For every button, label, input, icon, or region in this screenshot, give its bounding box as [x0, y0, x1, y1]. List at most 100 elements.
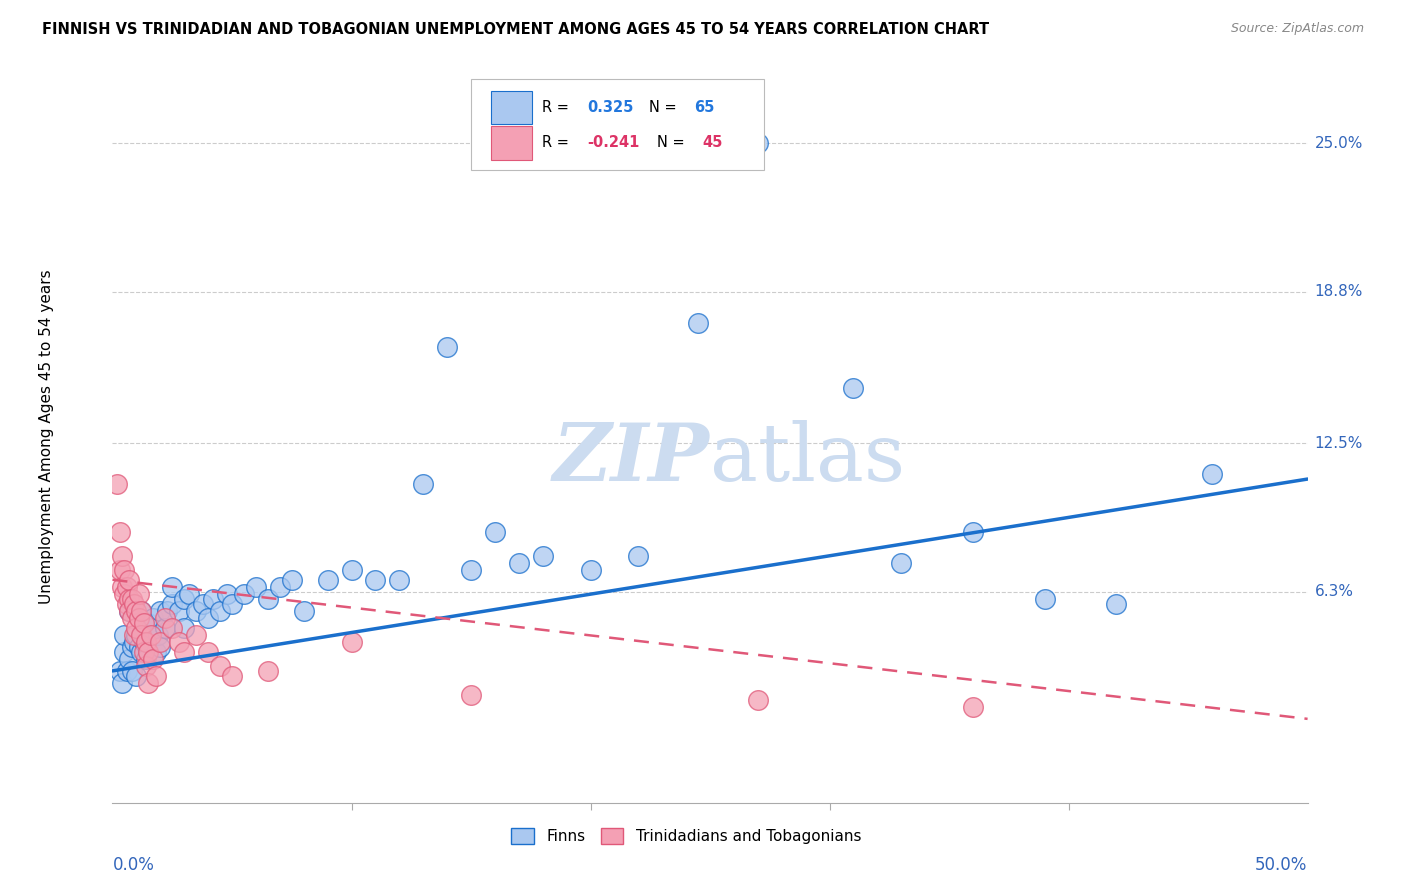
- Point: [125, 621, 148, 635]
- Point: [316, 573, 339, 587]
- Point: [153, 621, 176, 635]
- Point: [197, 611, 219, 625]
- Point: [193, 597, 215, 611]
- Point: [132, 635, 155, 649]
- Point: [173, 591, 195, 606]
- Point: [135, 652, 157, 666]
- Point: [364, 573, 387, 587]
- Text: N =: N =: [658, 136, 690, 151]
- Text: 0.325: 0.325: [586, 100, 633, 115]
- FancyBboxPatch shape: [491, 126, 531, 160]
- Point: [221, 597, 243, 611]
- Text: 25.0%: 25.0%: [1315, 136, 1364, 151]
- Point: [139, 621, 162, 635]
- Point: [1105, 597, 1128, 611]
- Point: [962, 524, 984, 539]
- Point: [269, 580, 291, 594]
- Point: [132, 645, 155, 659]
- Point: [108, 563, 131, 577]
- Point: [153, 611, 176, 625]
- Point: [111, 549, 134, 563]
- Point: [118, 573, 141, 587]
- Point: [1201, 467, 1223, 482]
- Point: [129, 645, 152, 659]
- Point: [162, 621, 183, 635]
- Point: [135, 659, 157, 673]
- Point: [122, 597, 145, 611]
- Point: [145, 645, 167, 659]
- Point: [162, 597, 183, 611]
- Text: 0.0%: 0.0%: [112, 855, 155, 873]
- Point: [412, 476, 434, 491]
- Point: [579, 563, 602, 577]
- Point: [149, 604, 172, 618]
- Point: [115, 664, 138, 678]
- Point: [747, 692, 769, 706]
- Point: [115, 597, 138, 611]
- Point: [186, 628, 208, 642]
- Point: [128, 611, 150, 625]
- Point: [292, 604, 315, 618]
- Point: [962, 699, 984, 714]
- Point: [890, 556, 912, 570]
- Point: [125, 628, 148, 642]
- Point: [217, 587, 239, 601]
- Point: [173, 621, 195, 635]
- Text: 50.0%: 50.0%: [1256, 855, 1308, 873]
- Text: N =: N =: [650, 100, 682, 115]
- Text: atlas: atlas: [710, 420, 905, 498]
- Point: [129, 604, 152, 618]
- FancyBboxPatch shape: [491, 91, 531, 124]
- Point: [138, 615, 160, 630]
- Text: ZIP: ZIP: [553, 420, 710, 498]
- Point: [114, 645, 135, 659]
- Point: [281, 573, 304, 587]
- Point: [149, 640, 172, 654]
- Point: [177, 587, 200, 601]
- Point: [233, 587, 256, 601]
- Point: [531, 549, 554, 563]
- Point: [129, 628, 152, 642]
- Point: [105, 476, 128, 491]
- Point: [118, 604, 141, 618]
- Point: [121, 640, 143, 654]
- Point: [118, 652, 141, 666]
- Point: [436, 340, 458, 354]
- Point: [627, 549, 650, 563]
- Point: [209, 604, 232, 618]
- Point: [128, 640, 150, 654]
- Point: [340, 563, 363, 577]
- Point: [149, 635, 172, 649]
- Point: [121, 611, 143, 625]
- Text: 65: 65: [695, 100, 714, 115]
- Point: [460, 688, 482, 702]
- Point: [129, 604, 152, 618]
- FancyBboxPatch shape: [471, 78, 763, 170]
- Point: [135, 635, 157, 649]
- Point: [508, 556, 530, 570]
- Text: FINNISH VS TRINIDADIAN AND TOBAGONIAN UNEMPLOYMENT AMONG AGES 45 TO 54 YEARS COR: FINNISH VS TRINIDADIAN AND TOBAGONIAN UN…: [42, 22, 990, 37]
- Point: [114, 563, 135, 577]
- Point: [121, 591, 143, 606]
- Point: [128, 587, 150, 601]
- Point: [114, 628, 135, 642]
- Point: [388, 573, 411, 587]
- Point: [460, 563, 482, 577]
- Point: [162, 580, 183, 594]
- Legend: Finns, Trinidadians and Tobagonians: Finns, Trinidadians and Tobagonians: [505, 822, 868, 850]
- Point: [257, 591, 280, 606]
- Point: [121, 664, 143, 678]
- Point: [173, 645, 195, 659]
- Point: [688, 316, 710, 330]
- Point: [245, 580, 267, 594]
- Point: [257, 664, 280, 678]
- Point: [209, 659, 232, 673]
- Point: [142, 611, 165, 625]
- Text: 12.5%: 12.5%: [1315, 435, 1364, 450]
- Point: [108, 524, 131, 539]
- Point: [125, 669, 148, 683]
- Point: [197, 645, 219, 659]
- Point: [201, 591, 224, 606]
- Point: [115, 580, 138, 594]
- Point: [111, 676, 134, 690]
